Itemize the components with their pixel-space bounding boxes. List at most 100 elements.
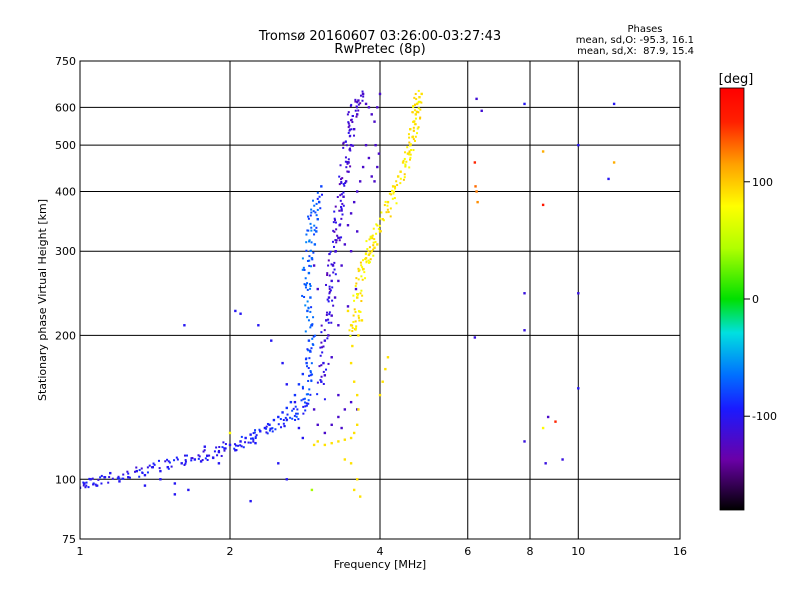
echo-trace-point	[310, 347, 313, 350]
echo-trace-point	[333, 230, 336, 233]
echo-trace-point	[319, 346, 322, 349]
grid-lines	[80, 61, 680, 539]
echo-trace-point	[414, 117, 417, 120]
echo-point	[315, 230, 318, 233]
echo-trace-point	[138, 469, 141, 472]
echo-point	[384, 367, 387, 371]
echo-trace-point	[315, 202, 318, 205]
echo-point	[297, 426, 301, 430]
echo-trace-point	[341, 202, 344, 205]
colorbar-tick-label: -100	[752, 410, 777, 423]
echo-point	[473, 336, 477, 339]
echo-point	[223, 447, 226, 450]
echo-trace-point	[347, 126, 350, 129]
echo-trace-point	[309, 371, 312, 374]
echo-trace-point	[394, 185, 397, 188]
echo-point	[355, 113, 359, 116]
echo-trace-point	[310, 211, 313, 214]
echo-trace-point	[218, 446, 221, 449]
echo-point	[143, 484, 147, 487]
echo-trace-point	[340, 207, 343, 210]
echo-trace-point	[297, 418, 300, 421]
echo-trace-point	[420, 101, 423, 104]
echo-trace-point	[352, 294, 355, 297]
echo-trace-point	[315, 214, 318, 217]
echo-trace-point	[340, 193, 343, 196]
echo-point	[259, 430, 262, 433]
echo-point	[401, 161, 405, 164]
echo-trace-point	[386, 204, 389, 207]
echo-point	[374, 143, 377, 147]
y-tick-label: 500	[55, 139, 76, 152]
echo-trace-point	[294, 418, 297, 421]
echo-point	[523, 329, 526, 332]
echo-trace-point	[135, 466, 138, 469]
echo-trace-point	[327, 259, 330, 262]
echo-point	[310, 324, 314, 327]
echo-point	[612, 161, 616, 164]
echo-point	[355, 423, 359, 427]
echo-point	[327, 296, 331, 299]
echo-point	[217, 462, 221, 465]
echo-point	[349, 400, 353, 404]
echo-trace-point	[407, 133, 410, 136]
echo-trace-point	[416, 127, 419, 130]
echo-trace-point	[224, 443, 227, 446]
echo-trace-point	[372, 241, 375, 244]
echo-point	[412, 120, 416, 123]
echo-trace-point	[201, 459, 204, 462]
echo-point	[239, 312, 242, 315]
echo-point	[349, 212, 353, 215]
echo-trace-point	[333, 245, 336, 248]
echo-trace-point	[307, 229, 310, 232]
echo-trace-point	[357, 109, 360, 112]
echo-point	[355, 393, 359, 397]
echo-point	[343, 408, 347, 411]
echo-point	[376, 165, 379, 169]
echo-point	[159, 469, 162, 473]
echo-trace-point	[286, 413, 289, 416]
echo-trace-point	[392, 192, 395, 195]
echo-point	[358, 180, 362, 183]
echo-trace-point	[334, 239, 337, 242]
echo-trace-point	[323, 398, 326, 401]
echo-trace-point	[328, 287, 331, 290]
echo-trace-point	[313, 229, 316, 232]
echo-trace-point	[338, 209, 341, 212]
echo-trace-point	[360, 289, 363, 292]
echo-trace-point	[223, 449, 226, 452]
echo-trace-point	[385, 211, 388, 214]
echo-trace-point	[328, 313, 331, 316]
echo-trace-point	[295, 412, 298, 415]
echo-trace-point	[308, 357, 311, 360]
echo-point	[211, 456, 215, 459]
echo-trace-point	[357, 316, 360, 319]
echo-trace-point	[309, 222, 312, 225]
echo-trace-point	[307, 215, 310, 218]
echo-trace-point	[342, 146, 345, 149]
echo-point	[310, 257, 314, 260]
echo-point	[473, 161, 477, 164]
echo-trace-point	[343, 184, 346, 187]
echo-trace-point	[412, 149, 415, 152]
echo-point	[180, 462, 183, 465]
echo-trace-point	[107, 481, 110, 484]
echo-trace-point	[344, 182, 347, 185]
echo-trace-point	[346, 170, 349, 173]
echo-point	[331, 264, 335, 267]
echo-trace-point	[302, 398, 305, 401]
echo-point	[307, 271, 311, 275]
echo-trace-point	[312, 335, 315, 338]
echo-trace-point	[306, 282, 309, 285]
echo-trace-point	[304, 304, 307, 307]
echo-point	[399, 170, 402, 173]
echo-trace-point	[307, 399, 310, 402]
echo-point	[323, 339, 327, 342]
echo-trace-point	[307, 379, 310, 382]
echo-point	[409, 143, 412, 147]
echo-trace-point	[417, 111, 420, 114]
echo-trace-point	[327, 321, 330, 324]
echo-trace-point	[389, 207, 392, 210]
echo-trace-point	[316, 381, 319, 384]
echo-trace-point	[328, 274, 331, 277]
